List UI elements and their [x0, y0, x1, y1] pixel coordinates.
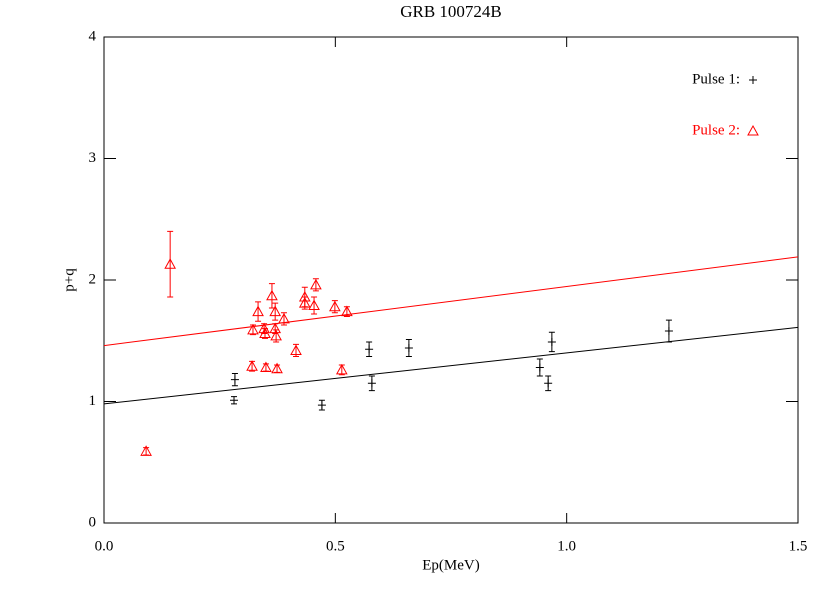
error-bar — [167, 230, 174, 298]
y-tick-label: 4 — [89, 28, 97, 44]
marker — [270, 329, 282, 341]
marker — [278, 312, 290, 324]
marker — [290, 344, 302, 355]
error-bar — [274, 364, 281, 373]
marker — [367, 379, 376, 388]
error-bar — [268, 283, 275, 309]
legend-label: Pulse 1: — [692, 71, 740, 87]
x-tick-label: 0.0 — [95, 538, 114, 554]
marker — [317, 401, 326, 410]
marker — [230, 396, 239, 405]
marker — [230, 375, 239, 384]
marker — [164, 258, 177, 269]
error-bar — [262, 363, 269, 372]
marker — [259, 327, 271, 338]
error-bar — [249, 360, 256, 372]
marker — [266, 289, 278, 301]
fit-line — [103, 256, 799, 347]
x-axis-label: Ep(MeV) — [422, 557, 479, 573]
marker — [365, 345, 374, 354]
x-tick-label: 1.5 — [789, 538, 808, 554]
y-axis-label: p+q — [61, 268, 77, 292]
marker — [404, 344, 413, 353]
x-tick-label: 0.5 — [326, 538, 345, 554]
marker — [140, 445, 152, 456]
y-tick-label: 0 — [89, 514, 97, 530]
legend-marker — [749, 76, 757, 84]
marker — [310, 278, 322, 290]
plot-frame — [103, 36, 799, 524]
marker — [246, 360, 258, 371]
marker — [252, 305, 264, 317]
marker — [664, 327, 673, 336]
error-bar — [338, 364, 345, 376]
error-bar — [255, 301, 262, 322]
marker — [341, 305, 353, 317]
marker — [335, 363, 348, 375]
marker — [271, 362, 283, 374]
y-tick-label: 2 — [89, 271, 97, 287]
chart-title: GRB 100724B — [400, 2, 502, 21]
marker — [547, 337, 556, 346]
marker — [535, 363, 544, 372]
legend-marker — [747, 124, 759, 136]
legend-label: Pulse 2: — [692, 122, 740, 138]
y-tick-label: 3 — [89, 150, 97, 166]
marker — [247, 323, 259, 335]
x-tick-label: 1.0 — [557, 538, 576, 554]
marker — [308, 299, 320, 311]
marker — [544, 379, 553, 388]
marker — [329, 300, 341, 312]
error-bar — [143, 447, 150, 456]
fit-line — [103, 326, 799, 405]
marker — [260, 361, 272, 372]
y-tick-label: 1 — [89, 393, 97, 409]
marker — [298, 297, 311, 308]
marker — [269, 305, 282, 317]
